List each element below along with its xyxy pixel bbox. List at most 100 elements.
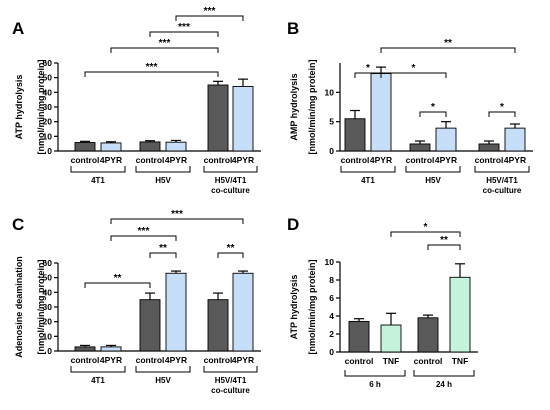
significance-label: * [500,102,504,113]
bar [232,272,254,352]
significance-label: *** [146,62,158,73]
bar [100,346,122,352]
significance-bracket [110,218,244,224]
y-tick-label: 0 [329,347,334,357]
significance-label: * [366,63,370,74]
category-label: 4PYR [232,155,254,165]
group-label: H5V [155,176,171,185]
group-label: 4T1 [361,176,375,185]
group-bracket [203,366,258,373]
y-tick-label: 10 [325,87,335,97]
bar [417,317,439,353]
y-axis-label: [nmol/min/mg protein] [36,260,46,355]
significance-label: ** [227,243,235,254]
panel-letter: A [12,19,24,38]
y-axis-label: ATP hydrolysis [14,75,24,140]
bar [207,84,229,152]
bar [504,127,526,152]
category-label: 4PYR [232,355,254,365]
y-tick-label: 10 [43,131,53,141]
y-tick-label: 50 [43,273,53,283]
category-label: control [136,155,165,165]
bar [165,272,187,352]
y-tick-label: 0 [47,346,52,356]
y-tick-label: 0 [47,146,52,156]
panel-d: D ATP hydrolysis [nmol/min/mg protein] 0 2 4 6… [287,215,478,389]
panel-letter: C [12,215,24,234]
bar [232,86,254,152]
category-label: TNF [452,356,469,366]
y-tick-label: 6 [329,293,334,303]
bar [74,142,96,152]
y-axis-label: [nmol/min/mg protein] [36,60,46,155]
bar [348,320,370,353]
y-axis-label: AMP hydrolysis [289,73,299,140]
panel-b: B AMP hydrolysis [nmol/min/mg protein] 0 5 10… [287,19,533,195]
y-tick-label: 40 [43,287,53,297]
bar [344,118,366,152]
panel-a: A ATP hydrolysis [nmol/min/mg protein] 0 10 2… [12,6,261,195]
group-bracket [474,166,530,173]
group-label: H5V [425,176,441,185]
significance-bracket [149,252,177,258]
category-label: 4PYR [100,155,122,165]
bar [139,299,161,352]
bar [478,143,500,152]
panel-letter: B [287,19,299,38]
category-label: 4PYR [100,355,122,365]
category-label: 4PYR [370,155,392,165]
y-tick-label: 2 [329,329,334,339]
significance-bracket [110,47,219,53]
y-axis-label: [nmol/min/mg protein] [307,60,317,155]
significance-label: * [424,222,428,233]
y-tick-label: 30 [43,302,53,312]
significance-bracket [149,31,219,37]
category-label: control [475,155,504,165]
group-label: 6 h [369,380,381,389]
bar [409,143,431,152]
significance-bracket [110,235,177,241]
group-label: 4T1 [91,376,105,385]
significance-bracket [390,231,461,237]
y-tick-label: 40 [43,87,53,97]
group-bracket [135,166,191,173]
bar [165,141,187,152]
significance-label: ** [440,235,448,246]
group-label: co-culture [211,386,250,395]
group-label: 24 h [436,380,452,389]
y-tick-label: 60 [43,58,53,68]
significance-label: *** [159,38,171,49]
significance-bracket [488,111,516,117]
y-tick-label: 20 [43,117,53,127]
y-tick-label: 8 [329,275,334,285]
category-label: control [136,355,165,365]
bar [449,276,471,353]
y-tick-label: 4 [329,311,334,321]
significance-label: * [412,63,416,74]
panel-c: C Adenosine deamination [nmol/min/mg prote… [12,209,261,395]
significance-label: ** [114,273,122,284]
y-axis-label: ATP hydrolysis [289,275,299,340]
significance-label: *** [204,6,216,17]
group-label: H5V/4T1 [215,176,247,185]
bar [380,324,402,353]
category-label: 4PYR [504,155,526,165]
significance-label: *** [178,22,190,33]
bar [370,73,392,152]
group-label: 4T1 [91,176,105,185]
y-tick-label: 0 [329,146,334,156]
category-label: control [341,155,370,165]
group-label: co-culture [211,186,250,195]
y-axis-label: [nmol/min/mg protein] [307,260,317,355]
group-label: co-culture [483,186,522,195]
y-tick-label: 10 [43,331,53,341]
significance-bracket [84,282,151,288]
category-label: control [204,155,233,165]
category-label: 4PYR [435,155,457,165]
group-bracket [413,370,475,377]
y-tick-label: 5 [329,117,334,127]
y-tick-label: 10 [325,257,335,267]
group-label: H5V/4T1 [215,376,247,385]
group-bracket [135,366,191,373]
